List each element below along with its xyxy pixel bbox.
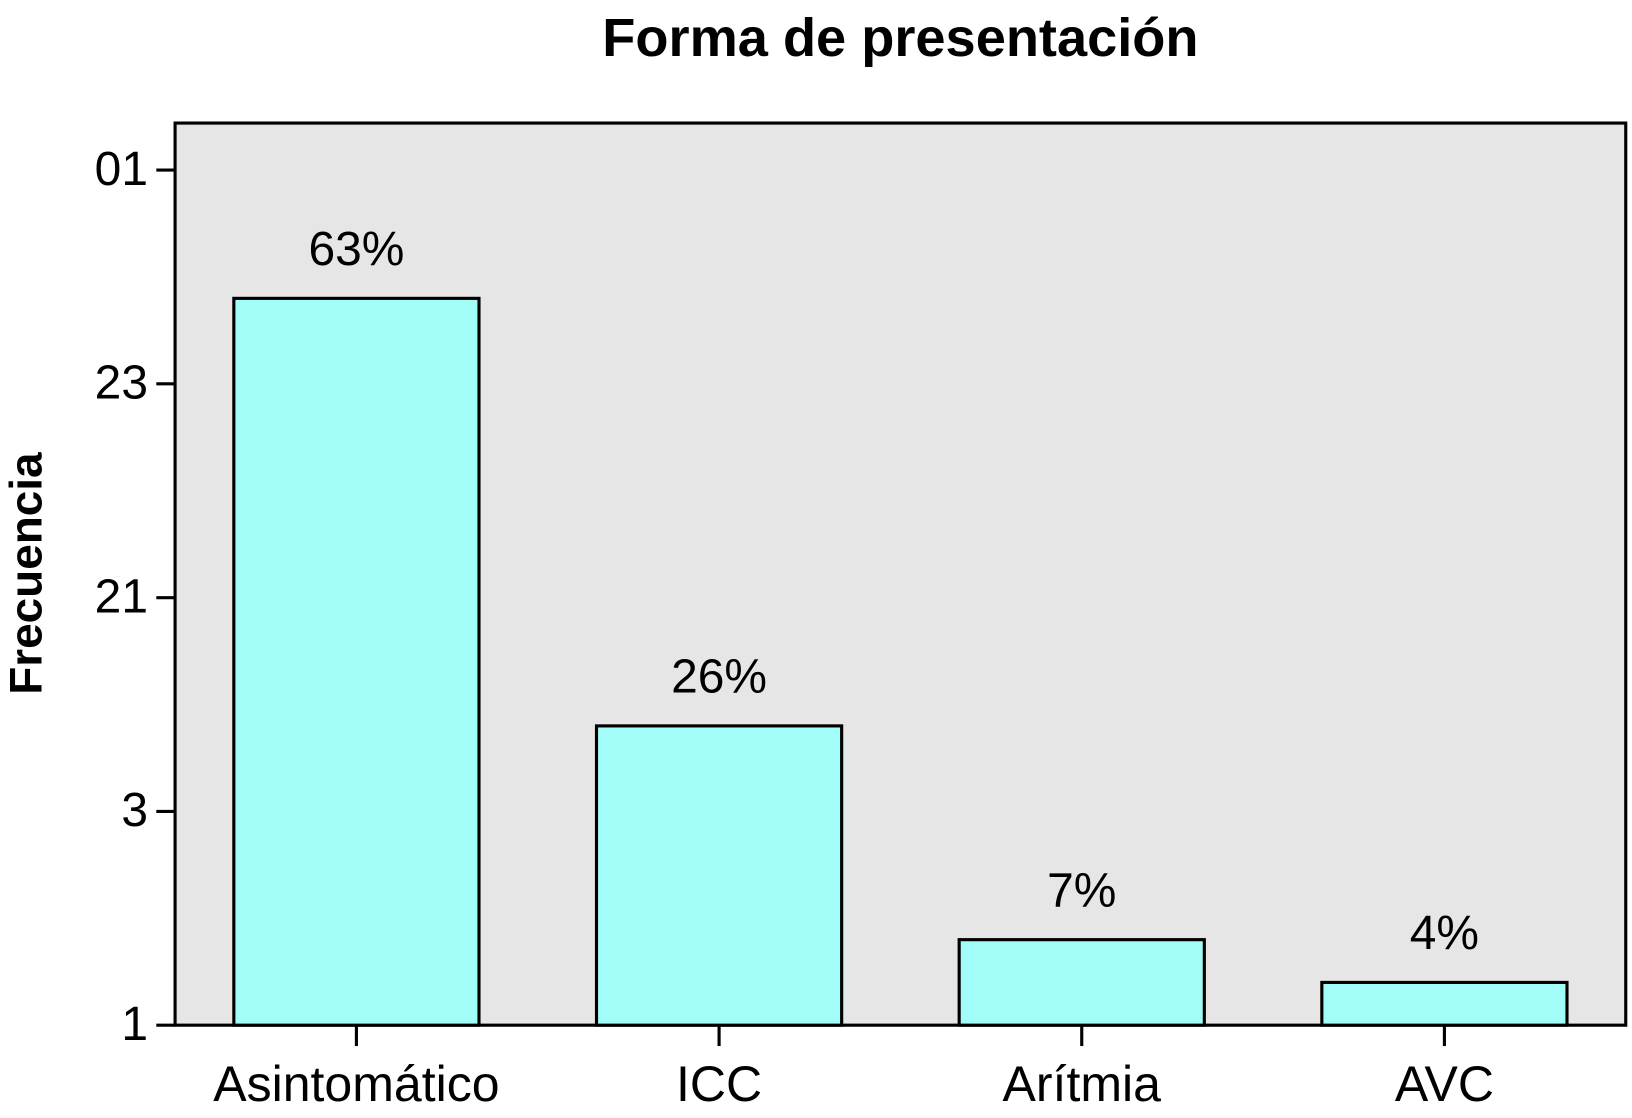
x-tick-label: Arítmia bbox=[1003, 1056, 1162, 1112]
bar bbox=[1320, 980, 1569, 1027]
data-label: 7% bbox=[1047, 864, 1116, 917]
bar bbox=[957, 938, 1206, 1027]
data-label: 4% bbox=[1410, 907, 1479, 960]
y-tick-label: 3 bbox=[121, 784, 148, 837]
x-tick-label: Asintomático bbox=[213, 1056, 499, 1112]
bar bbox=[232, 296, 481, 1027]
chart-title: Forma de presentación bbox=[602, 8, 1198, 68]
y-tick-label: 1 bbox=[121, 998, 148, 1051]
bar bbox=[594, 724, 844, 1027]
y-axis-label: Frecuencia bbox=[0, 452, 51, 695]
data-label: 63% bbox=[308, 223, 404, 276]
x-tick-label: AVC bbox=[1395, 1056, 1494, 1112]
y-tick-label: 01 bbox=[95, 143, 148, 196]
y-tick-label: 23 bbox=[95, 357, 148, 410]
data-label: 26% bbox=[671, 651, 767, 704]
x-tick-label: ICC bbox=[676, 1056, 762, 1112]
y-tick-label: 21 bbox=[95, 570, 148, 623]
